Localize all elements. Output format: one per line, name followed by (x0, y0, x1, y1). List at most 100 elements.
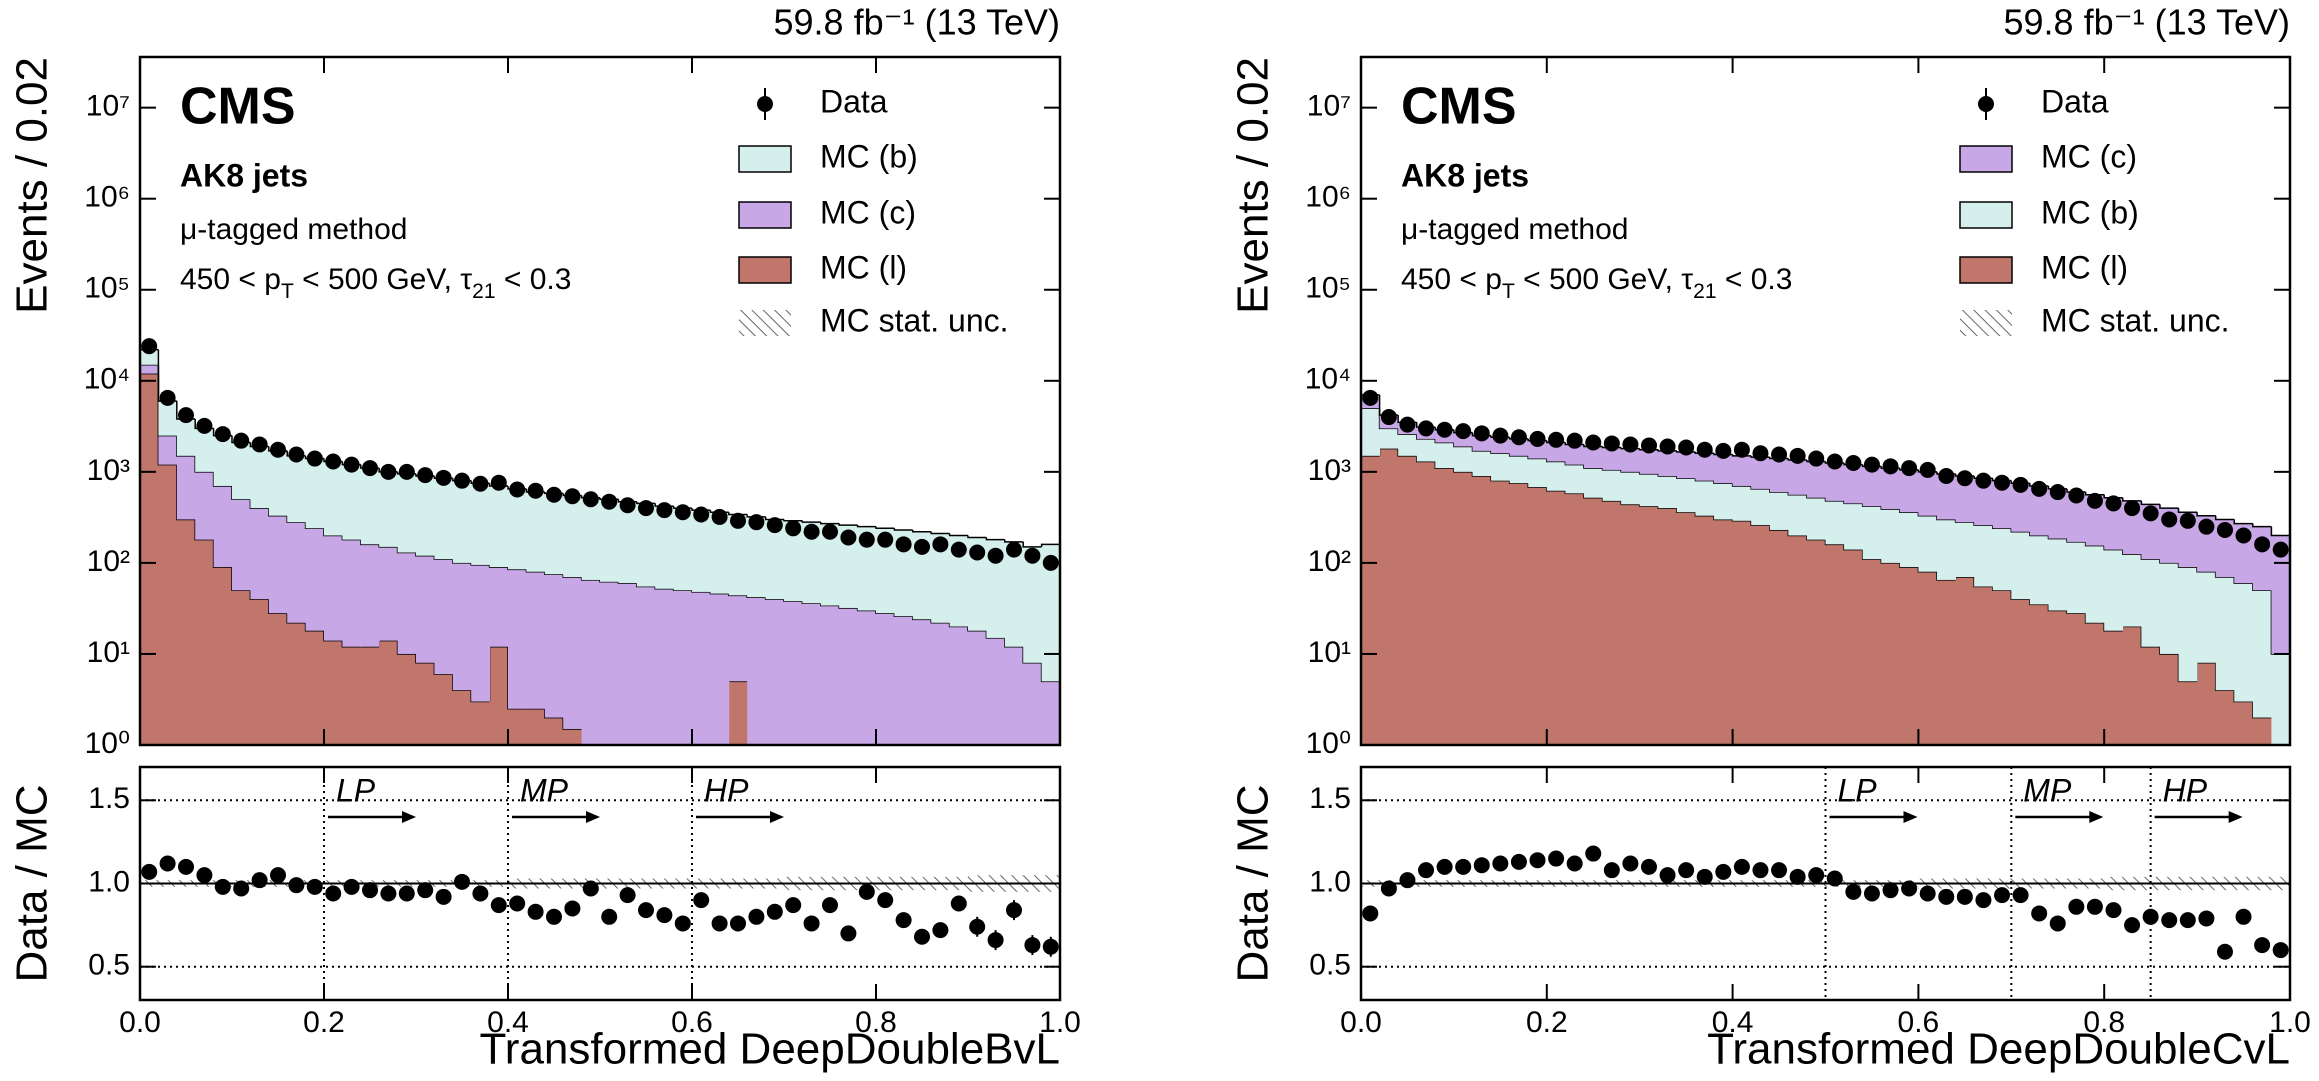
ratio-point (1024, 937, 1041, 954)
histogram-bar (1714, 519, 1734, 745)
histogram-bar (1695, 453, 1715, 481)
histogram-bar (1602, 469, 1622, 501)
histogram-bar (673, 590, 693, 745)
ratio-point (950, 895, 967, 912)
ratio-point (766, 903, 783, 920)
data-point (2272, 541, 2289, 558)
data-point (1845, 455, 1862, 472)
histogram-bar (876, 613, 895, 745)
data-point (141, 338, 158, 355)
histogram-bar (1621, 448, 1641, 472)
ratio-point (1042, 938, 1059, 955)
histogram-bar (563, 495, 583, 578)
histogram-bar (784, 601, 803, 745)
histogram-bar (2104, 549, 2124, 631)
histogram-bar (1004, 541, 1024, 647)
data-point (1938, 468, 1955, 485)
data-point (509, 481, 526, 498)
data-point (1622, 436, 1639, 453)
histogram-bar (158, 464, 178, 745)
region-label: HP (704, 772, 749, 808)
ratio-point (1603, 862, 1620, 879)
region-arrow-head (1903, 811, 1918, 823)
histogram-bar (1899, 567, 1919, 745)
histogram-bar (360, 468, 380, 545)
histogram-bar (305, 458, 325, 529)
histogram-bar (1583, 468, 1604, 498)
histogram-bar (324, 640, 343, 745)
histogram-bar (1565, 464, 1585, 494)
y-tick-label: 10⁷ (86, 90, 130, 123)
histogram-bar (1992, 590, 2012, 745)
histogram-bar (2252, 717, 2272, 745)
legend-swatch (1960, 310, 2012, 336)
lumi-label: 59.8 fb⁻¹ (13 TeV) (2004, 2, 2291, 43)
histogram-bar (968, 537, 987, 631)
legend-swatch (738, 145, 792, 173)
data-point (2216, 521, 2233, 538)
ratio-point (380, 885, 397, 902)
data-point (895, 536, 912, 553)
histogram-step (2270, 526, 2290, 537)
histogram-bar (2252, 590, 2272, 718)
histogram-bar (1881, 509, 1901, 563)
histogram-step (2177, 508, 2198, 513)
data-point (987, 547, 1004, 564)
histogram-bar (232, 442, 251, 500)
x-tick-label: 0.2 (1526, 1006, 1568, 1039)
x-tick-label: 1.0 (1039, 1006, 1081, 1039)
histogram-bar (195, 471, 215, 540)
data-point (2124, 500, 2141, 517)
ratio-point (693, 892, 710, 909)
y-tick-label: 0.5 (1309, 949, 1351, 982)
histogram-step (783, 519, 803, 522)
histogram-step (967, 535, 987, 539)
y-tick-label: 1.5 (1309, 782, 1351, 815)
data-point (582, 491, 599, 508)
legend-label: MC stat. unc. (820, 302, 1009, 338)
histogram-bar (894, 529, 914, 617)
data-point (1492, 427, 1509, 444)
histogram-bar (416, 662, 435, 745)
histogram-bar (2011, 599, 2031, 745)
histogram-bar (1621, 504, 1641, 745)
y-tick-label: 10⁶ (84, 181, 130, 214)
histogram-bar (2234, 701, 2254, 745)
histogram-bar (324, 461, 343, 536)
histogram-bar (250, 599, 270, 745)
selection-part: 450 < p (1401, 263, 1502, 296)
data-point (2254, 536, 2271, 553)
histogram-bar (1509, 455, 1529, 484)
selection-part: T (281, 280, 294, 303)
data-point (417, 467, 434, 484)
ratio-point (1696, 868, 1713, 885)
histogram-bar (268, 515, 288, 614)
x-tick-label: 0.6 (671, 1006, 713, 1039)
histogram-bar (1583, 497, 1604, 745)
ratio-point (214, 878, 231, 895)
histogram-bar (1023, 546, 1043, 663)
histogram-bar (692, 591, 711, 745)
ratio-y-axis-title: Data / MC (8, 784, 57, 982)
histogram-bar (250, 508, 270, 600)
histogram-bar (489, 567, 509, 647)
histogram-bar (140, 349, 159, 365)
histogram-step (948, 533, 968, 537)
histogram-step (2196, 512, 2216, 517)
data-point (380, 463, 397, 480)
plot-frame (1359, 55, 2292, 747)
data-point (840, 529, 857, 546)
data-point (435, 469, 452, 486)
histogram-bar (1639, 473, 1659, 507)
data-point (693, 506, 710, 523)
data-point (1362, 389, 1379, 406)
histogram-bar (2178, 567, 2198, 682)
data-point (1919, 461, 1936, 478)
y-tick-label: 10⁵ (84, 272, 130, 305)
legend-swatch (1959, 256, 2013, 284)
ratio-point (159, 855, 176, 872)
data-point (251, 436, 268, 453)
histogram-bar (1491, 453, 1511, 481)
histogram-bar (1695, 480, 1715, 516)
histogram-bar (1546, 461, 1566, 491)
